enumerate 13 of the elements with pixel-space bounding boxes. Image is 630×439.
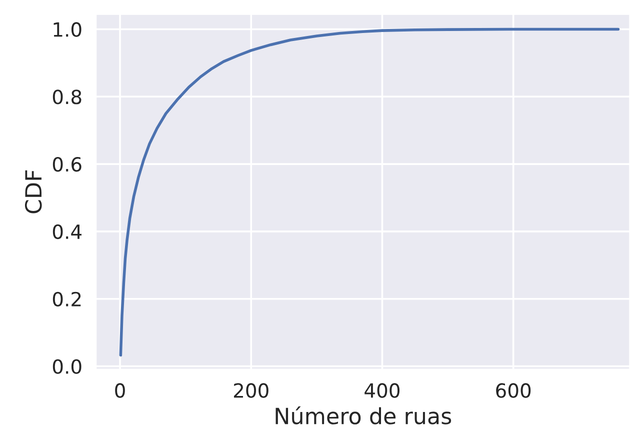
line-series xyxy=(119,28,620,357)
x-tick-label: 200 xyxy=(234,383,268,398)
y-tick-label: 0.8 xyxy=(52,90,82,104)
y-tick-label: 0.0 xyxy=(52,359,82,374)
x-tick-label: 0 xyxy=(115,383,125,398)
y-tick-label: 0.4 xyxy=(52,224,82,240)
y-tick-label: 1.0 xyxy=(54,22,82,37)
y-tick-label: 0.2 xyxy=(52,292,81,307)
y-axis-title: CDF xyxy=(24,170,42,214)
x-tick-label: 400 xyxy=(364,383,400,398)
x-tick-label: 600 xyxy=(496,383,531,398)
y-tick-label: 0.6 xyxy=(52,156,82,172)
x-axis-title: Número de ruas xyxy=(276,406,452,424)
